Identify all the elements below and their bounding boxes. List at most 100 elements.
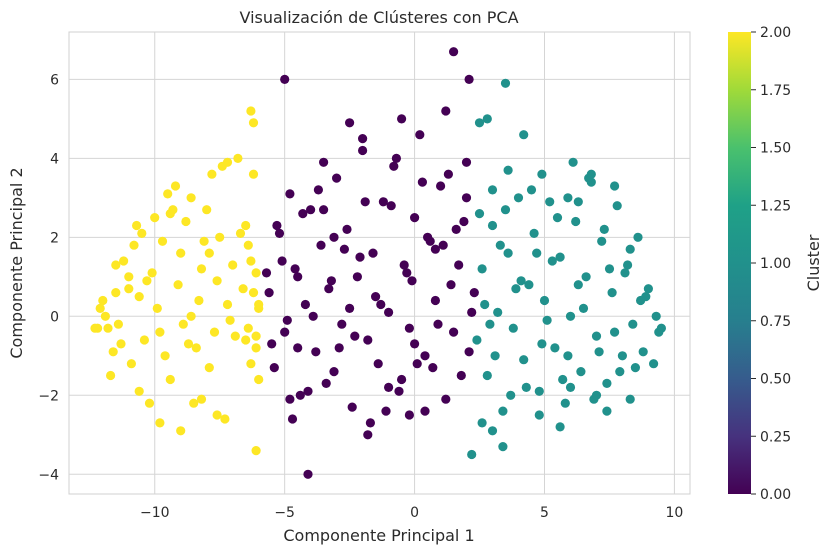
data-point — [248, 169, 259, 179]
data-point — [565, 382, 576, 392]
data-point — [394, 386, 404, 396]
data-point — [519, 130, 529, 140]
data-point — [402, 268, 412, 278]
data-point — [360, 197, 370, 207]
data-point — [222, 299, 233, 310]
data-point — [329, 232, 339, 242]
y-axis-label: Componente Principal 2 — [7, 167, 26, 358]
data-point — [397, 114, 407, 124]
data-point — [251, 331, 261, 341]
data-point — [628, 319, 638, 329]
data-point — [246, 359, 256, 369]
data-point — [477, 418, 487, 428]
data-point — [610, 327, 620, 337]
data-point — [436, 181, 446, 191]
colorbar — [728, 32, 751, 494]
data-point — [581, 272, 591, 282]
data-point — [157, 236, 168, 246]
data-point — [202, 205, 212, 215]
data-point — [235, 228, 246, 238]
data-point — [539, 295, 550, 306]
data-point — [241, 220, 251, 231]
data-point — [404, 323, 414, 333]
data-point — [456, 370, 466, 381]
data-point — [373, 359, 383, 369]
data-point — [490, 351, 500, 361]
y-axis-ticks: −4 −2 0 2 4 6 — [38, 72, 59, 483]
data-point — [90, 323, 100, 333]
data-point — [602, 378, 612, 388]
colorbar-tick-label: 2.00 — [760, 25, 791, 41]
data-point — [222, 157, 233, 167]
colorbar-tick-label: 1.00 — [760, 256, 791, 272]
data-point — [207, 169, 217, 179]
data-point — [552, 213, 563, 223]
data-point — [347, 402, 357, 412]
data-point — [482, 370, 492, 381]
data-point — [449, 327, 459, 337]
data-point — [433, 319, 443, 329]
data-point — [420, 406, 430, 416]
data-point — [620, 268, 630, 278]
y-tick-label: −2 — [38, 388, 59, 404]
data-point — [248, 288, 259, 298]
data-point — [355, 252, 365, 262]
data-point — [267, 339, 277, 349]
data-point — [303, 469, 313, 479]
data-point — [441, 106, 451, 116]
data-point — [287, 414, 298, 424]
data-point — [625, 244, 635, 254]
data-point — [563, 351, 573, 361]
data-point — [558, 374, 568, 385]
data-point — [420, 351, 430, 361]
data-point — [111, 260, 121, 270]
data-point — [134, 292, 144, 302]
data-point — [389, 161, 399, 171]
data-point — [459, 216, 469, 227]
data-point — [243, 323, 253, 333]
data-point — [196, 394, 207, 404]
data-point — [225, 315, 235, 325]
data-point — [508, 323, 518, 333]
data-point — [303, 386, 313, 396]
data-point — [617, 351, 628, 361]
data-point — [384, 382, 394, 392]
data-point — [254, 374, 264, 385]
data-point — [196, 264, 207, 274]
data-point — [230, 331, 240, 341]
data-point — [534, 410, 544, 420]
data-point — [443, 169, 453, 179]
scatter-points — [90, 47, 667, 479]
data-point — [298, 209, 308, 219]
data-point — [137, 228, 147, 238]
data-point — [430, 244, 440, 254]
data-point — [560, 398, 570, 408]
data-point — [604, 264, 615, 274]
colorbar-tick-label: 0.75 — [760, 314, 791, 330]
data-point — [282, 315, 292, 325]
data-point — [454, 260, 464, 270]
data-point — [516, 276, 526, 286]
data-point — [464, 74, 474, 84]
data-point — [285, 394, 295, 404]
data-point — [124, 272, 134, 282]
data-point — [391, 153, 401, 163]
data-point — [565, 311, 576, 321]
data-point — [321, 378, 331, 388]
colorbar-tick-label: 0.50 — [760, 372, 791, 388]
data-point — [503, 248, 513, 258]
data-point — [495, 240, 505, 250]
data-point — [178, 319, 188, 329]
data-point — [423, 232, 433, 242]
colorbar-tick-label: 1.50 — [760, 141, 791, 157]
data-point — [625, 394, 635, 404]
data-point — [412, 359, 422, 369]
data-point — [186, 311, 196, 321]
data-point — [160, 351, 170, 361]
data-point — [204, 248, 214, 258]
data-point — [649, 359, 659, 369]
data-point — [100, 311, 110, 321]
data-point — [643, 284, 654, 294]
data-point — [451, 224, 461, 234]
data-point — [176, 248, 186, 258]
